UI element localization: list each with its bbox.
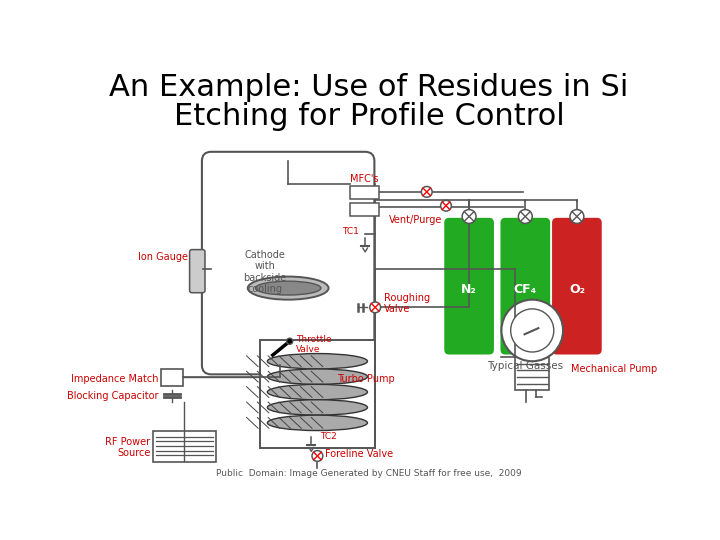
- Ellipse shape: [267, 369, 367, 384]
- Text: CF₄: CF₄: [514, 283, 537, 296]
- Text: Ion Gauge: Ion Gauge: [138, 252, 188, 262]
- Circle shape: [421, 186, 432, 197]
- Text: Typical Gasses: Typical Gasses: [487, 361, 563, 372]
- Circle shape: [441, 200, 451, 211]
- Text: Foreline Valve: Foreline Valve: [325, 449, 393, 460]
- Text: TC2: TC2: [320, 432, 337, 441]
- Circle shape: [501, 300, 563, 361]
- Ellipse shape: [267, 354, 367, 369]
- FancyBboxPatch shape: [553, 219, 600, 354]
- Text: MFC's: MFC's: [350, 174, 379, 184]
- FancyBboxPatch shape: [153, 431, 216, 462]
- FancyBboxPatch shape: [189, 249, 205, 293]
- Text: Turbo Pump: Turbo Pump: [337, 374, 395, 384]
- FancyBboxPatch shape: [202, 152, 374, 374]
- Ellipse shape: [256, 281, 321, 295]
- Circle shape: [312, 450, 323, 461]
- Ellipse shape: [267, 415, 367, 430]
- Text: RF Power
Source: RF Power Source: [105, 437, 150, 458]
- Ellipse shape: [248, 276, 328, 300]
- Text: Blocking Capacitor: Blocking Capacitor: [66, 391, 158, 401]
- Text: Cathode
with
backside
cooling: Cathode with backside cooling: [243, 249, 287, 294]
- Bar: [516, 357, 549, 390]
- Text: Etching for Profile Control: Etching for Profile Control: [174, 102, 564, 131]
- FancyBboxPatch shape: [501, 219, 549, 354]
- Circle shape: [462, 210, 476, 224]
- FancyBboxPatch shape: [445, 219, 493, 354]
- Bar: [161, 369, 183, 386]
- Circle shape: [510, 309, 554, 352]
- Bar: [260, 340, 375, 448]
- Text: Roughing
Valve: Roughing Valve: [384, 293, 431, 314]
- Text: Throttle
Valve: Throttle Valve: [296, 335, 331, 354]
- Circle shape: [518, 210, 532, 224]
- Text: Public  Domain: Image Generated by CNEU Staff for free use,  2009: Public Domain: Image Generated by CNEU S…: [216, 469, 522, 478]
- Ellipse shape: [267, 400, 367, 415]
- Circle shape: [287, 338, 293, 345]
- Bar: [350, 202, 379, 215]
- Bar: [350, 186, 379, 199]
- Circle shape: [570, 210, 584, 224]
- Ellipse shape: [267, 384, 367, 400]
- Text: Mechanical Pump: Mechanical Pump: [571, 364, 657, 374]
- Text: Impedance Match: Impedance Match: [71, 374, 158, 384]
- Text: An Example: Use of Residues in Si: An Example: Use of Residues in Si: [109, 72, 629, 102]
- Circle shape: [370, 302, 381, 313]
- Text: O₂: O₂: [569, 283, 585, 296]
- Text: TC1: TC1: [342, 226, 359, 235]
- Text: N₂: N₂: [462, 283, 477, 296]
- Text: Vent/Purge: Vent/Purge: [389, 215, 442, 225]
